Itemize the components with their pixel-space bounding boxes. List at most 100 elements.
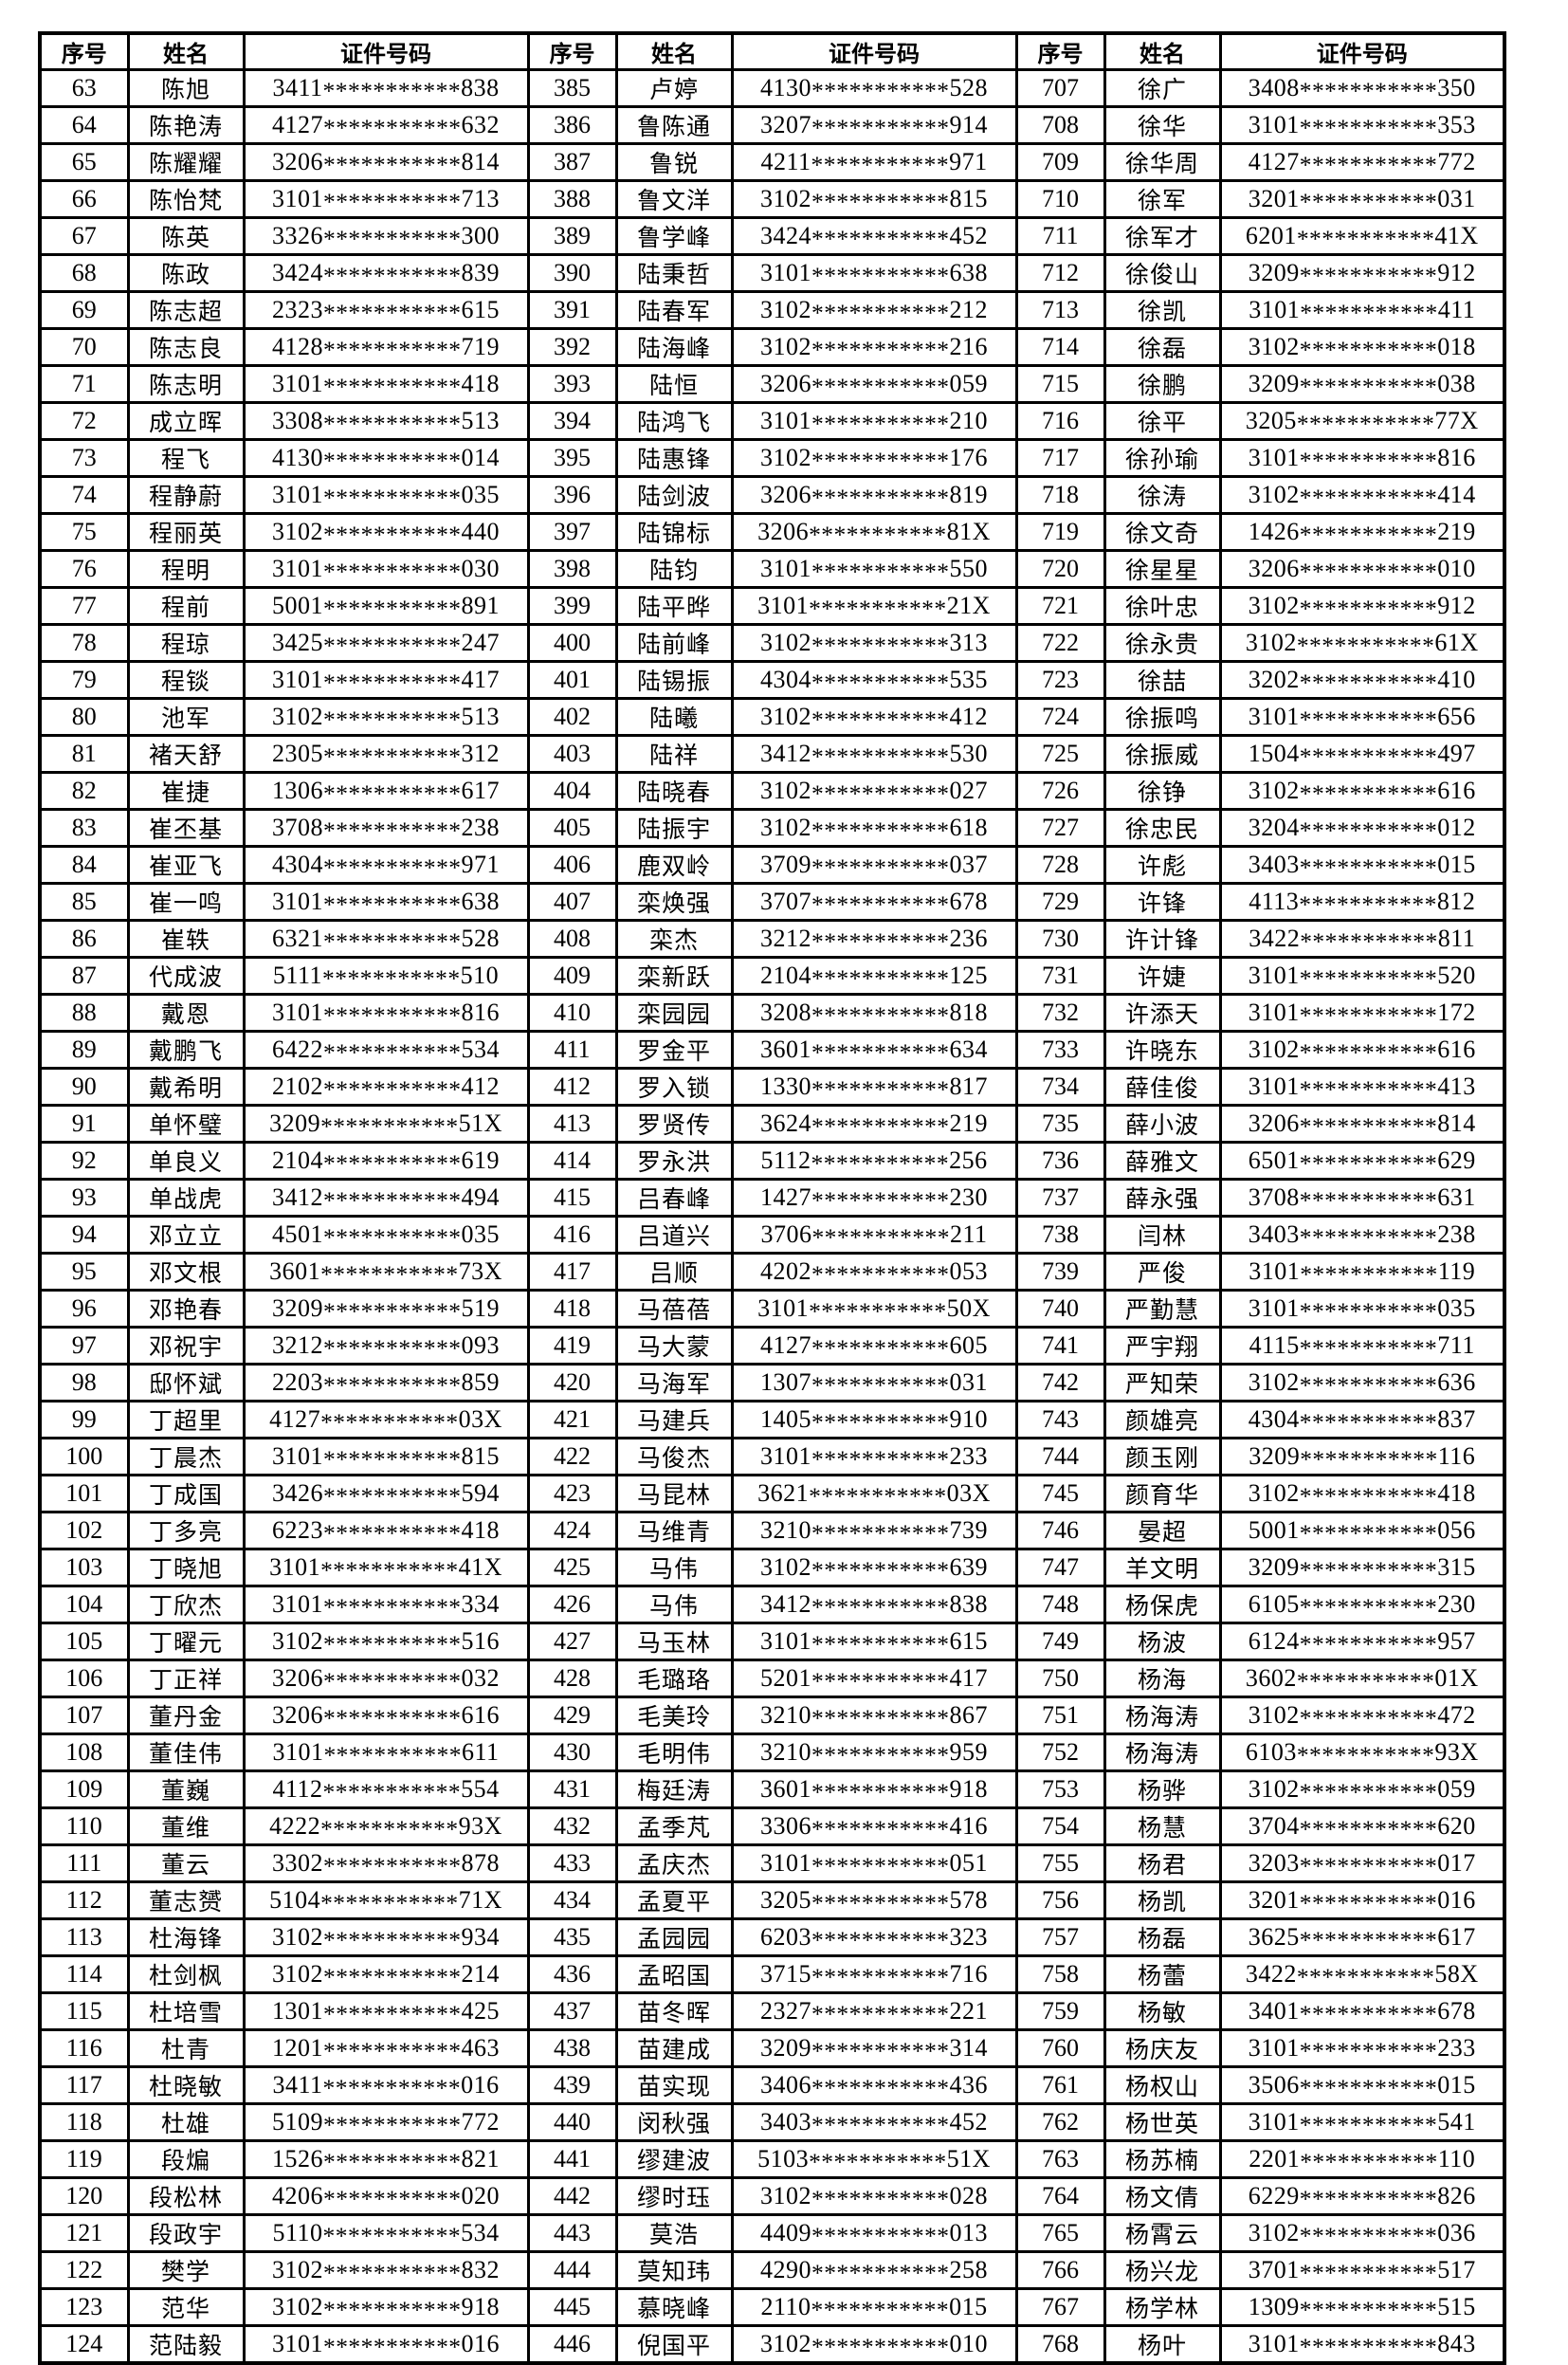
id-suffix: 513 xyxy=(461,407,501,434)
id-mask: *********** xyxy=(811,299,950,327)
serial-cell: 738 xyxy=(1014,1215,1106,1255)
id-cell: 4130***********528 xyxy=(730,68,1018,108)
serial-cell: 398 xyxy=(526,549,618,589)
id-mask: *********** xyxy=(322,447,462,475)
table-row: 65 陈耀耀 3206***********814 387 鲁锐 4211********… xyxy=(38,142,1506,182)
id-roster-table: 序号 姓名 证件号码 序号 姓名 证件号码 序号 姓名 证件号码 63 陈旭 341… xyxy=(38,31,1506,2365)
id-cell: 3411***********838 xyxy=(242,68,530,108)
name-cell: 邓艳春 xyxy=(126,1289,246,1329)
name-cell: 马伟 xyxy=(614,1585,734,1624)
id-prefix: 3704 xyxy=(1248,1812,1300,1840)
id-prefix: 3102 xyxy=(1248,1368,1300,1396)
id-suffix: 051 xyxy=(949,1849,989,1877)
serial-cell: 89 xyxy=(38,1030,130,1070)
id-mask: *********** xyxy=(1299,1075,1438,1104)
id-prefix: 3426 xyxy=(271,1479,323,1507)
serial-cell: 106 xyxy=(38,1659,130,1698)
id-mask: *********** xyxy=(1299,1852,1438,1880)
id-suffix: 452 xyxy=(949,2108,989,2136)
name-cell: 薛永强 xyxy=(1103,1178,1222,1218)
serial-cell: 84 xyxy=(38,845,130,885)
id-suffix: 959 xyxy=(949,1738,989,1766)
id-suffix: 819 xyxy=(949,481,989,508)
id-suffix: 713 xyxy=(461,185,501,212)
id-suffix: 035 xyxy=(461,481,501,508)
id-prefix: 3403 xyxy=(1248,1220,1300,1248)
serial-cell: 92 xyxy=(38,1141,130,1181)
id-cell: 3102***********918 xyxy=(242,2287,530,2327)
id-cell: 3209***********116 xyxy=(1218,1437,1506,1476)
table-row: 90 戴希明 2102***********412 412 罗入锁 1330*******… xyxy=(38,1067,1506,1107)
table-row: 118 杜雄 5109***********772 440 闵秋强 3403*******… xyxy=(38,2102,1506,2142)
id-mask: *********** xyxy=(322,1482,462,1511)
id-suffix: 821 xyxy=(461,2145,501,2172)
id-cell: 3102***********513 xyxy=(242,697,530,737)
id-cell: 5001***********891 xyxy=(242,586,530,626)
id-prefix: 3102 xyxy=(759,444,811,471)
id-mask: *********** xyxy=(1299,188,1438,216)
id-prefix: 3707 xyxy=(759,888,811,915)
id-suffix: 350 xyxy=(1437,74,1476,101)
serial-cell: 445 xyxy=(526,2287,618,2327)
id-prefix: 4130 xyxy=(759,74,811,101)
id-mask: *********** xyxy=(811,1371,950,1400)
id-prefix: 2327 xyxy=(759,1997,811,2025)
name-cell: 陈英 xyxy=(126,216,246,256)
name-cell: 陆剑波 xyxy=(614,475,734,515)
id-prefix: 3101 xyxy=(271,999,323,1026)
id-mask: *********** xyxy=(811,225,950,253)
id-mask: *********** xyxy=(811,2074,950,2102)
id-prefix: 3101 xyxy=(269,1553,321,1581)
id-cell: 3602***********01X xyxy=(1218,1659,1506,1698)
name-cell: 陈艳涛 xyxy=(126,105,246,145)
id-prefix: 3601 xyxy=(759,1036,811,1063)
id-suffix: 313 xyxy=(949,629,989,656)
id-cell: 3209***********315 xyxy=(1218,1548,1506,1587)
serial-cell: 714 xyxy=(1014,327,1106,367)
id-prefix: 2104 xyxy=(271,1146,323,1174)
serial-cell: 82 xyxy=(38,771,130,811)
id-prefix: 3205 xyxy=(1245,407,1297,434)
id-suffix: 03X xyxy=(946,1479,991,1507)
serial-cell: 421 xyxy=(526,1400,618,1439)
id-prefix: 3401 xyxy=(1248,1997,1300,2025)
name-cell: 缪建波 xyxy=(614,2139,734,2179)
id-suffix: 015 xyxy=(1437,2071,1476,2099)
name-cell: 陆振宇 xyxy=(614,808,734,848)
name-cell: 严俊 xyxy=(1103,1252,1222,1292)
name-cell: 许计锋 xyxy=(1103,919,1222,959)
id-cell: 3102***********516 xyxy=(242,1622,530,1661)
id-cell: 3621***********03X xyxy=(730,1474,1018,1513)
id-cell: 3101***********035 xyxy=(1218,1289,1506,1329)
id-mask: *********** xyxy=(811,1593,950,1622)
id-suffix: 233 xyxy=(949,1442,989,1470)
id-prefix: 5201 xyxy=(759,1664,811,1692)
id-prefix: 5104 xyxy=(269,1886,321,1914)
id-prefix: 3101 xyxy=(757,1294,810,1322)
id-cell: 3212***********236 xyxy=(730,919,1018,959)
id-prefix: 4304 xyxy=(1248,1405,1300,1433)
name-cell: 鲁学峰 xyxy=(614,216,734,256)
serial-cell: 396 xyxy=(526,475,618,515)
serial-cell: 389 xyxy=(526,216,618,256)
serial-cell: 742 xyxy=(1014,1363,1106,1402)
name-cell: 倪国平 xyxy=(614,2324,734,2365)
id-mask: *********** xyxy=(811,1223,951,1252)
header-id: 证件号码 xyxy=(242,31,530,71)
table-row: 84 崔亚飞 4304***********971 406 鹿双岭 3709*******… xyxy=(38,845,1506,885)
name-cell: 徐振鸣 xyxy=(1103,697,1222,737)
id-suffix: 826 xyxy=(1437,2182,1476,2209)
id-prefix: 3101 xyxy=(759,1627,811,1655)
serial-cell: 72 xyxy=(38,401,130,441)
name-cell: 陆锡振 xyxy=(614,660,734,700)
id-mask: *********** xyxy=(322,336,462,364)
id-cell: 3209***********912 xyxy=(1218,253,1506,293)
serial-cell: 708 xyxy=(1014,105,1106,145)
id-mask: *********** xyxy=(1299,77,1438,105)
id-prefix: 3101 xyxy=(1248,444,1300,471)
id-prefix: 3101 xyxy=(757,592,810,619)
id-suffix: 554 xyxy=(461,1775,500,1803)
id-suffix: 414 xyxy=(1437,481,1476,508)
name-cell: 董云 xyxy=(126,1843,246,1883)
id-mask: *********** xyxy=(322,2333,462,2361)
